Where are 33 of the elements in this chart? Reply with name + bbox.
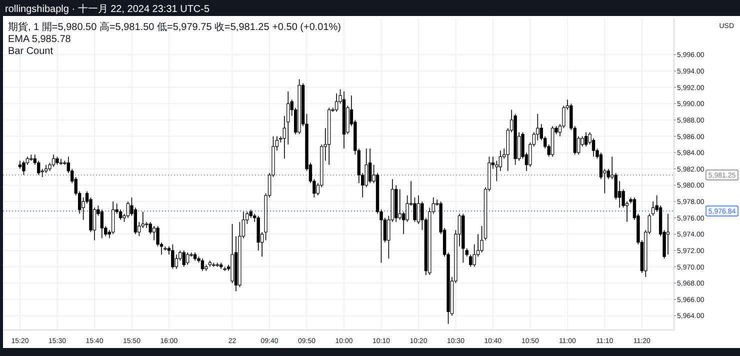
candlestick [498,150,502,172]
candlestick [186,252,190,266]
candlestick [59,158,63,166]
candlestick [174,254,178,270]
candlestick [584,132,588,147]
candlestick [100,209,104,239]
candlestick [126,201,130,218]
candlestick [592,138,596,158]
candlestick [416,195,420,224]
candlestick [134,207,138,235]
candlestick [152,226,156,241]
text: rollingshibaplg · 十一月 22, 2024 23:31 UTC-5 [5,3,210,15]
candlestick [666,213,670,255]
candlestick [141,211,144,228]
candlestick [495,160,498,182]
candlestick [145,222,148,228]
candlestick [599,152,603,180]
candlestick [334,93,338,112]
candlestick [18,160,22,170]
candlestick [469,254,472,268]
candlestick [216,262,219,268]
annotation: Bar Count [8,46,54,57]
candlestick [200,258,204,272]
annotation: EMA 5,985.78 [8,34,72,45]
candlestick [182,250,186,268]
candlestick [112,201,115,235]
candlestick [52,154,56,168]
candlestick [398,188,402,220]
candlestick [368,148,372,184]
chart-title: 期貨, 1 開=5,980.50 高=5,981.50 低=5,979.75 收=5,981.25 +0.50 (+0.01%) [8,21,342,33]
candlestick [22,160,26,176]
candlestick [171,244,174,270]
candlestick [118,209,122,220]
